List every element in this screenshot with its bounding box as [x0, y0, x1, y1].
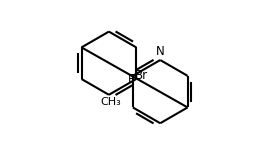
- Text: Br: Br: [135, 69, 148, 82]
- Text: CH₃: CH₃: [100, 97, 121, 107]
- Text: N: N: [156, 45, 165, 58]
- Text: F: F: [128, 73, 134, 86]
